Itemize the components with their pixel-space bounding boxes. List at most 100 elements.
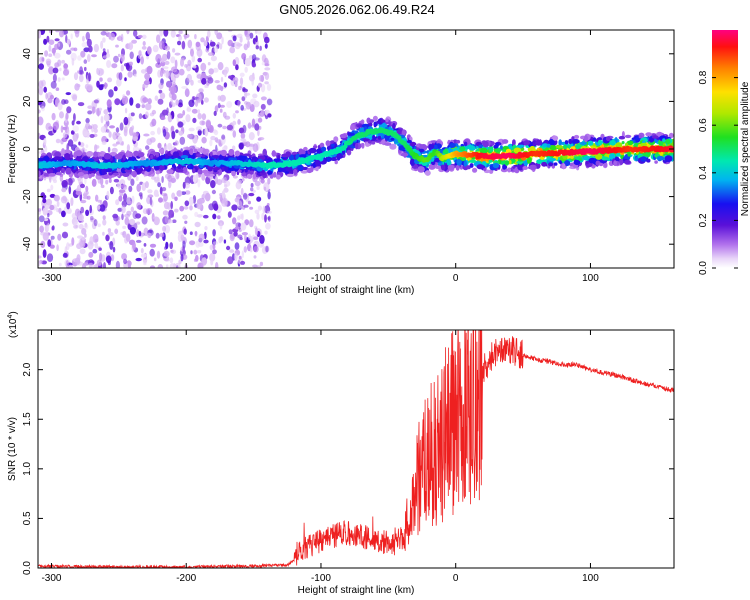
noise-blob — [177, 113, 184, 119]
noise-blob — [96, 205, 101, 210]
noise-blob — [140, 248, 144, 254]
noise-blob — [163, 201, 170, 210]
noise-blob — [76, 120, 81, 125]
noise-blob — [125, 233, 131, 242]
ridge-blob — [361, 123, 370, 128]
ridge-blob — [77, 172, 85, 177]
noise-blob — [156, 250, 161, 259]
ridge-blob — [150, 154, 154, 159]
snr-y-multiplier-close: ) — [8, 311, 19, 314]
noise-blob — [165, 241, 169, 250]
noise-blob — [267, 210, 272, 214]
noise-blob — [89, 236, 94, 245]
noise-blob — [115, 127, 120, 133]
noise-blob — [161, 109, 169, 116]
noise-blob — [263, 186, 267, 191]
ridge-blob — [56, 166, 62, 172]
noise-blob — [46, 253, 54, 262]
ridge-blob — [93, 151, 98, 158]
ridge-blob — [175, 168, 184, 173]
noise-blob — [93, 99, 99, 104]
ridge-blob — [167, 169, 174, 175]
noise-blob — [146, 138, 153, 146]
noise-blob — [60, 196, 68, 204]
noise-blob — [122, 230, 127, 238]
noise-blob — [165, 69, 169, 79]
noise-blob — [249, 32, 254, 39]
ridge-blob — [372, 115, 378, 121]
noise-blob — [61, 188, 67, 193]
noise-blob — [174, 196, 178, 202]
noise-blob — [47, 213, 50, 218]
noise-blob — [55, 138, 61, 144]
noise-blob — [80, 206, 85, 214]
noise-blob — [129, 97, 134, 106]
ridge-blob — [221, 166, 226, 172]
noise-blob — [260, 109, 265, 117]
noise-blob — [48, 66, 55, 75]
ridge-blob — [592, 137, 597, 142]
ridge-blob — [536, 159, 543, 164]
noise-blob — [196, 74, 203, 79]
noise-blob — [66, 49, 72, 55]
noise-blob — [252, 37, 257, 45]
ridge-blob — [159, 164, 165, 171]
noise-blob — [85, 117, 90, 124]
noise-blob — [118, 35, 122, 41]
noise-blob — [41, 260, 47, 265]
noise-blob — [143, 133, 150, 137]
ridge-blob — [53, 156, 61, 160]
ridge-blob — [529, 164, 537, 170]
ridge-blob — [552, 135, 559, 141]
noise-blob — [38, 30, 42, 39]
noise-blob — [159, 69, 164, 77]
noise-blob — [166, 50, 171, 60]
noise-blob — [83, 47, 90, 53]
noise-blob — [118, 72, 123, 81]
ridge-blob — [333, 136, 339, 143]
ridge-blob — [645, 132, 653, 137]
noise-blob — [192, 65, 197, 69]
noise-blob — [40, 149, 45, 154]
noise-blob — [106, 99, 112, 108]
y-tick-label: 2.0 — [22, 362, 33, 376]
noise-blob — [76, 132, 79, 139]
ridge-blob — [493, 144, 499, 149]
noise-blob — [38, 116, 44, 126]
noise-blob — [135, 257, 142, 262]
ridge-blob — [542, 143, 548, 148]
ridge-blob — [196, 148, 204, 153]
ridge-blob — [90, 173, 95, 177]
noise-blob — [180, 234, 185, 241]
ridge-blob — [492, 162, 500, 169]
noise-blob — [91, 106, 96, 114]
noise-blob — [136, 221, 141, 225]
ridge-blob — [417, 166, 425, 173]
noise-blob — [107, 228, 112, 233]
ridge-blob — [298, 149, 306, 156]
noise-blob — [168, 180, 172, 189]
noise-blob — [104, 82, 108, 88]
ridge-blob — [553, 162, 558, 166]
noise-blob — [207, 62, 211, 66]
ridge-blob — [101, 174, 110, 180]
ridge-blob — [177, 165, 182, 169]
noise-blob — [190, 250, 193, 255]
noise-blob — [253, 57, 260, 61]
ridge-blob — [508, 160, 512, 165]
noise-blob — [227, 256, 234, 265]
noise-blob — [174, 52, 181, 56]
ridge-blob — [605, 136, 611, 142]
noise-blob — [223, 239, 227, 244]
ridge-blob — [598, 162, 604, 167]
noise-blob — [243, 204, 249, 208]
noise-blob — [147, 194, 154, 198]
ridge-blob — [615, 142, 623, 148]
ridge-blob — [584, 135, 588, 143]
noise-blob — [80, 183, 85, 189]
noise-blob — [105, 179, 109, 185]
y-tick-label: 1.5 — [22, 412, 33, 426]
noise-blob — [257, 205, 262, 211]
noise-blob — [240, 222, 247, 231]
noise-blob — [42, 232, 49, 241]
